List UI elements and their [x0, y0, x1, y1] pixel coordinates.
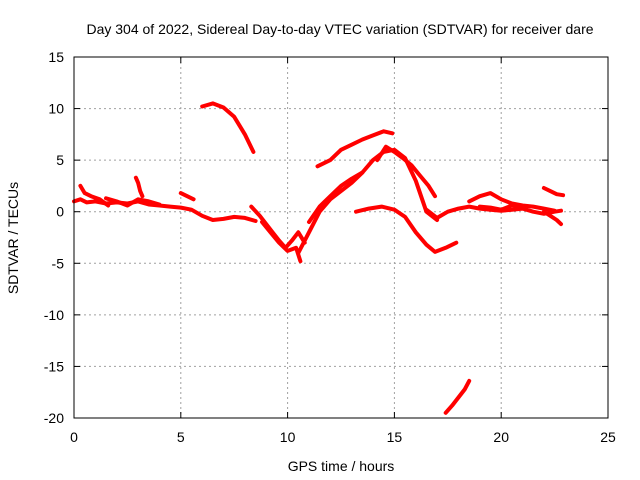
series-arc-5 [178, 191, 196, 202]
y-tick-label: 15 [48, 49, 64, 65]
series-arc-4 [133, 175, 145, 199]
chart-title: Day 304 of 2022, Sidereal Day-to-day VTE… [86, 21, 593, 37]
y-tick-label: 10 [48, 101, 64, 117]
series-arc-9 [296, 147, 440, 255]
y-axis-label: SDTVAR / TECUs [5, 182, 21, 294]
axis-ticks: 0 5 10 15 20 25 -20 -15 -10 -5 0 5 10 15 [44, 49, 616, 445]
series-arc-13 [354, 204, 459, 254]
x-tick-label: 10 [280, 429, 296, 445]
x-axis-label: GPS time / hours [288, 458, 395, 474]
series-arc-16 [477, 203, 525, 212]
plot-frame [73, 56, 609, 419]
x-tick-label: 5 [177, 429, 185, 445]
y-tick-label: 0 [56, 204, 64, 220]
series-arc-11 [315, 129, 395, 169]
series-arc-2 [78, 183, 111, 208]
grid [74, 57, 608, 418]
series-arc-12 [375, 144, 437, 199]
x-tick-label: 25 [600, 429, 616, 445]
y-tick-label: 5 [56, 152, 64, 168]
y-tick-label: -20 [44, 410, 64, 426]
y-tick-label: -5 [52, 255, 65, 271]
series-arc-3 [104, 196, 162, 208]
series-arc-18 [541, 209, 563, 227]
series-arc-19 [443, 378, 472, 415]
series-arc-6 [200, 101, 256, 154]
x-tick-label: 15 [387, 429, 403, 445]
series-arc-8 [260, 220, 303, 264]
y-tick-label: -15 [44, 358, 64, 374]
series-arc-10 [307, 170, 365, 224]
data-series [72, 101, 566, 415]
series-arc-17 [541, 186, 566, 198]
y-tick-label: -10 [44, 307, 64, 323]
x-tick-label: 0 [70, 429, 78, 445]
x-tick-label: 20 [493, 429, 509, 445]
